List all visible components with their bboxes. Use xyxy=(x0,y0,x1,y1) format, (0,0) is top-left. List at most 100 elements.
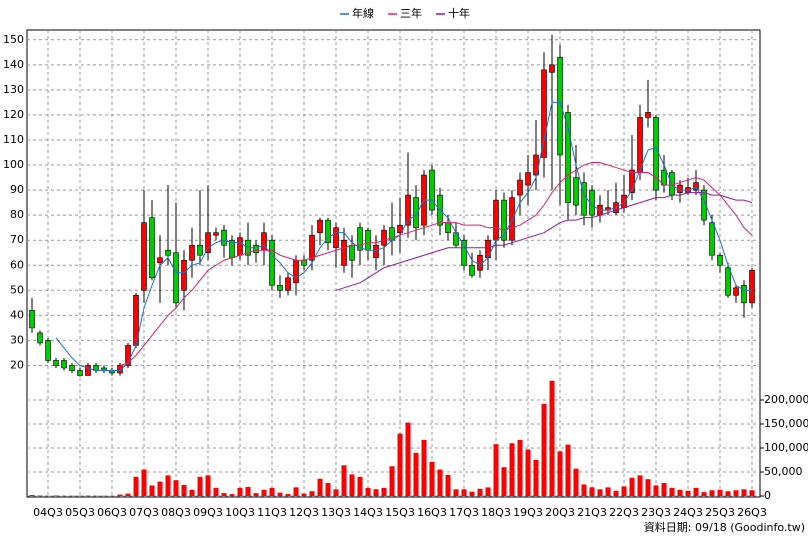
x-tick-label: 22Q3 xyxy=(609,506,639,519)
volume-bar xyxy=(237,487,243,496)
candle-body xyxy=(181,259,187,291)
volume-bar xyxy=(125,493,131,496)
volume-bar xyxy=(669,487,675,496)
candle-body xyxy=(509,197,515,241)
volume-bar xyxy=(133,476,139,496)
y-tick-label: 60 xyxy=(10,258,24,271)
candle-body xyxy=(165,249,171,256)
y-tick-label: 150 xyxy=(3,33,24,46)
candle-body xyxy=(477,254,483,271)
candle-body xyxy=(461,239,467,266)
volume-bar xyxy=(397,433,403,496)
volume-bar xyxy=(173,480,179,496)
ma-line xyxy=(119,162,753,366)
candle-body xyxy=(237,237,243,256)
candle-body xyxy=(253,244,259,254)
candle-body xyxy=(741,285,747,304)
candle-body xyxy=(525,172,531,186)
candle-body xyxy=(29,310,35,329)
candle-body xyxy=(493,199,499,241)
y2-tick-label: 0 xyxy=(764,489,771,502)
volume-bar xyxy=(741,489,747,496)
x-tick-label: 06Q3 xyxy=(97,506,127,519)
volume-bar xyxy=(469,491,475,496)
x-tick-label: 13Q3 xyxy=(321,506,351,519)
candle-body xyxy=(37,332,43,344)
volume-bar xyxy=(221,493,227,496)
volume-bar xyxy=(557,451,563,496)
x-tick-label: 17Q3 xyxy=(449,506,479,519)
volume-bar xyxy=(605,487,611,496)
candle-body xyxy=(733,287,739,296)
candle-body xyxy=(173,252,179,304)
x-tick-label: 09Q3 xyxy=(193,506,223,519)
x-tick-label: 14Q3 xyxy=(353,506,383,519)
x-tick-label: 04Q3 xyxy=(33,506,63,519)
candle-body xyxy=(77,370,83,376)
legend-label: 年線 xyxy=(352,6,374,20)
volume-bar xyxy=(525,449,531,496)
candle-body xyxy=(381,229,387,246)
volume-bar xyxy=(341,465,347,496)
candle-body xyxy=(189,244,195,261)
plot-frame xyxy=(26,29,761,498)
volume-bar xyxy=(421,439,427,496)
ma-line xyxy=(55,101,752,371)
volume-bar xyxy=(685,490,691,496)
candle-body xyxy=(53,360,59,366)
volume-bar xyxy=(549,380,555,496)
candle-body xyxy=(517,179,523,196)
candle-body xyxy=(301,259,307,266)
volume-bar xyxy=(117,494,123,496)
candle-body xyxy=(413,197,419,228)
candle-body xyxy=(149,217,155,279)
volume-bar xyxy=(277,492,283,496)
volume-bar xyxy=(141,469,147,496)
candle-body xyxy=(629,169,635,193)
candle-body xyxy=(693,182,699,191)
volume-bar xyxy=(317,478,323,496)
x-tick-label: 25Q3 xyxy=(705,506,735,519)
legend-label: 十年 xyxy=(448,6,470,20)
y-tick-label: 30 xyxy=(10,333,24,346)
candle-body xyxy=(405,194,411,226)
y-tick-label: 130 xyxy=(3,83,24,96)
y-tick-label: 80 xyxy=(10,208,24,221)
x-tick-label: 26Q3 xyxy=(737,506,767,519)
candle-body xyxy=(141,222,147,291)
volume-bar xyxy=(293,487,299,496)
x-tick-label: 24Q3 xyxy=(673,506,703,519)
volume-bar xyxy=(253,493,259,496)
ma-line xyxy=(335,192,753,291)
candle-body xyxy=(725,267,731,296)
candle-body xyxy=(397,224,403,233)
legend-label: 三年 xyxy=(400,6,422,20)
volume-bar xyxy=(653,485,659,496)
x-tick-label: 16Q3 xyxy=(417,506,447,519)
volume-bar xyxy=(749,490,755,496)
volume-bar xyxy=(509,443,515,496)
volume-bar xyxy=(373,489,379,496)
candle-body xyxy=(197,244,203,256)
candle-body xyxy=(293,259,299,284)
volume-bar xyxy=(149,485,155,496)
x-tick-label: 15Q3 xyxy=(385,506,415,519)
volume-bar xyxy=(445,474,451,496)
volume-bar xyxy=(477,488,483,496)
volume-bar xyxy=(661,483,667,496)
x-tick-label: 19Q3 xyxy=(513,506,543,519)
candle-body xyxy=(549,64,555,73)
volume-bar xyxy=(325,483,331,496)
candle-body xyxy=(205,232,211,254)
candle-body xyxy=(325,219,331,244)
volume-bar xyxy=(437,469,443,496)
volume-bar xyxy=(645,479,651,496)
candle-body xyxy=(309,234,315,261)
y-tick-label: 120 xyxy=(3,108,24,121)
y-tick-label: 20 xyxy=(10,358,24,371)
volume-bar xyxy=(349,474,355,496)
volume-bar xyxy=(357,476,363,496)
volume-bar xyxy=(701,492,707,496)
candle-body xyxy=(125,345,131,366)
volume-bar xyxy=(413,452,419,496)
